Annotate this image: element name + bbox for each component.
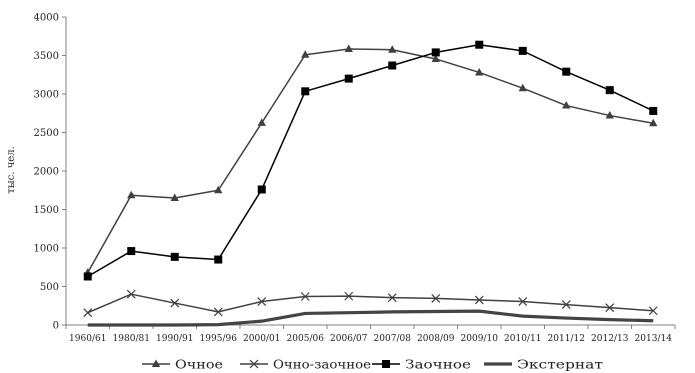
legend-label-1: Очно-заочное — [273, 357, 371, 372]
data-point-0-2 — [170, 193, 179, 201]
x-tick-label-8: 2008/09 — [417, 334, 455, 344]
x-tick-label-6: 2006/07 — [330, 334, 368, 344]
data-point-1-2 — [170, 298, 180, 308]
data-point-0-12 — [605, 111, 614, 119]
data-point-1-6 — [344, 291, 354, 301]
data-point-0-10 — [518, 83, 527, 92]
y-tick-label-3: 1500 — [34, 205, 59, 216]
data-point-2-12 — [605, 86, 614, 95]
data-point-1-1 — [126, 289, 136, 299]
legend: Очное Очно-заочное Заочное Экстернат — [142, 357, 603, 372]
data-point-0-9 — [475, 67, 484, 76]
legend-marker-0 — [151, 359, 161, 367]
legend-marker-1 — [249, 359, 259, 369]
data-point-1-3 — [213, 307, 223, 317]
data-point-0-6 — [344, 44, 353, 52]
data-point-2-5 — [301, 87, 310, 96]
y-tick-label-5: 2500 — [34, 128, 59, 139]
data-point-2-10 — [518, 46, 527, 55]
legend-label-3: Экстернат — [517, 357, 603, 372]
y-tick-label-2: 1000 — [34, 244, 59, 255]
data-point-2-8 — [431, 48, 440, 57]
data-point-1-9 — [474, 295, 484, 305]
x-tick-label-13: 2013/14 — [635, 334, 673, 344]
x-tick-label-11: 2011/12 — [548, 334, 585, 344]
series-line-0 — [87, 48, 654, 274]
series-1 — [83, 289, 658, 318]
series-3 — [87, 309, 654, 327]
series-line-3 — [87, 309, 654, 327]
data-point-0-3 — [214, 185, 223, 194]
data-point-2-4 — [257, 185, 266, 194]
data-point-1-4 — [257, 297, 267, 306]
axes: 0 500 1000 1500 2000 2500 3000 3500 4000 1960/61 1… — [34, 13, 676, 344]
data-point-0-4 — [257, 118, 266, 126]
data-point-2-2 — [170, 252, 179, 261]
x-tick-label-1: 1980/81 — [113, 334, 150, 344]
data-point-0-7 — [388, 45, 397, 53]
data-point-2-6 — [344, 74, 353, 83]
data-point-0-5 — [301, 50, 310, 58]
x-tick-label-2: 1990/91 — [156, 334, 193, 344]
data-point-2-3 — [214, 255, 223, 264]
y-tick-label-4: 2000 — [34, 167, 59, 178]
x-tick-label-7: 2007/08 — [374, 334, 412, 344]
data-point-2-7 — [388, 61, 397, 70]
y-tick-label-6: 3000 — [34, 90, 59, 101]
legend-item-0: Очное — [142, 357, 223, 372]
data-point-2-11 — [562, 67, 571, 76]
data-point-0-11 — [562, 101, 571, 109]
data-point-2-0 — [83, 272, 92, 281]
data-point-1-10 — [518, 297, 528, 306]
y-tick-label-7: 3500 — [34, 51, 59, 62]
x-tick-label-9: 2009/10 — [461, 334, 499, 344]
data-point-0-1 — [127, 190, 136, 199]
legend-label-2: Заочное — [405, 357, 471, 372]
series-0 — [83, 44, 658, 276]
legend-marker-2 — [382, 360, 390, 368]
x-tick-label-5: 2005/06 — [287, 334, 325, 344]
y-tick-label-8: 4000 — [34, 13, 59, 24]
x-tick-label-10: 2010/11 — [504, 334, 541, 344]
legend-item-2: Заочное — [372, 357, 471, 372]
x-tick-label-4: 2000/01 — [243, 334, 280, 344]
series-line-2 — [87, 43, 654, 278]
y-tick-label-1: 500 — [40, 282, 59, 293]
x-tick-label-3: 1995/96 — [200, 334, 238, 344]
series-layer — [83, 40, 658, 327]
x-tick-label-12: 2012/13 — [591, 334, 629, 344]
data-point-0-8 — [431, 54, 440, 62]
series-2 — [83, 40, 658, 281]
x-tick-label-0: 1960/61 — [69, 334, 106, 344]
data-point-1-11 — [561, 300, 571, 310]
data-point-1-12 — [605, 303, 615, 313]
data-point-2-1 — [127, 247, 136, 256]
data-point-2-9 — [475, 40, 484, 49]
data-point-1-13 — [648, 306, 658, 316]
y-axis-label: тыс. чел. — [6, 146, 17, 194]
data-point-1-7 — [387, 293, 397, 303]
data-point-1-5 — [300, 292, 310, 301]
data-point-0-13 — [649, 118, 658, 127]
data-point-1-8 — [431, 294, 441, 303]
y-tick-label-0: 0 — [53, 321, 59, 332]
data-point-2-13 — [649, 106, 658, 115]
series-line-1 — [87, 293, 654, 314]
legend-label-0: Очное — [175, 357, 223, 372]
legend-item-1: Очно-заочное — [240, 357, 371, 372]
legend-item-3: Экстернат — [484, 357, 603, 372]
data-point-1-0 — [83, 308, 93, 318]
